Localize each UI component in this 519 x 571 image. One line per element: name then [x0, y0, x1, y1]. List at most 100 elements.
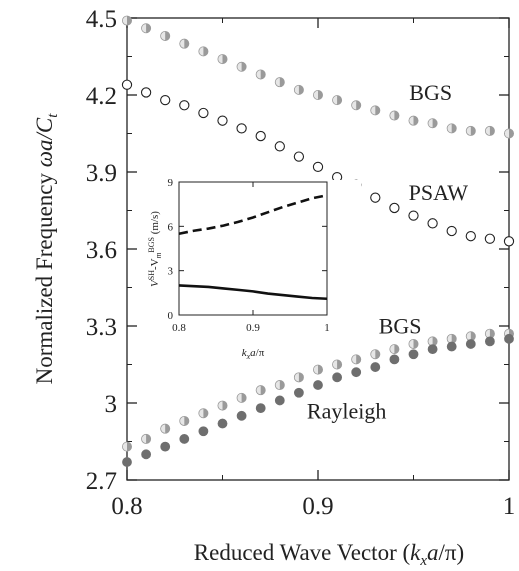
data-point	[255, 69, 266, 80]
data-point	[140, 87, 152, 98]
data-point	[293, 151, 305, 162]
y-tick-label: 3	[105, 391, 118, 418]
data-point	[446, 123, 457, 134]
inset-x-tick-label: 0.9	[246, 322, 260, 334]
data-point	[504, 333, 514, 344]
y-tick-label: 3.9	[86, 160, 117, 187]
data-point	[293, 387, 304, 398]
data-point	[179, 434, 190, 444]
data-point	[236, 123, 247, 134]
data-point	[446, 341, 457, 352]
data-point	[141, 433, 152, 444]
data-point	[427, 336, 438, 347]
series-layer	[121, 15, 515, 467]
inset-dashed-line	[178, 194, 328, 235]
data-point	[427, 344, 438, 354]
y-axis-title: Normalized Frequency ωa/Ct	[32, 113, 61, 385]
data-point	[389, 202, 400, 214]
inset-axis-ticks	[178, 181, 328, 316]
data-point	[503, 236, 515, 247]
data-point	[217, 400, 228, 411]
data-point	[484, 125, 495, 136]
data-point	[408, 349, 419, 360]
series-2-bgs	[122, 328, 514, 452]
annotation-layer: BGS PSAW BGS Rayleigh	[307, 80, 468, 423]
data-point	[255, 385, 266, 396]
inset-solid-line	[178, 284, 328, 301]
data-point	[332, 359, 343, 370]
data-point	[389, 344, 400, 355]
data-point	[312, 90, 323, 101]
data-point	[198, 46, 209, 57]
data-point	[121, 79, 133, 90]
data-point	[179, 100, 190, 111]
data-point	[465, 339, 476, 349]
inset-y-tick-label: 9	[168, 177, 174, 189]
x-axis-title: Reduced Wave Vector (kxa/π)	[194, 540, 464, 569]
inset-y-tick-label: 6	[168, 221, 174, 233]
series-label-psaw: PSAW	[409, 180, 469, 205]
data-point	[255, 130, 266, 142]
data-point	[217, 418, 228, 429]
data-point	[427, 118, 438, 129]
inset-chart: 0.8 0.9 1 0 3 6 9 VSH-VmBGS (m/s) kxa/π	[147, 177, 361, 361]
data-point	[484, 328, 495, 339]
series-label-bgs: BGS	[379, 314, 422, 339]
data-point	[198, 408, 209, 419]
data-point	[293, 84, 304, 95]
data-point	[465, 231, 476, 242]
y-tick-label: 4.5	[86, 6, 117, 33]
data-point	[160, 423, 171, 434]
data-point	[408, 210, 419, 221]
data-point	[122, 457, 132, 467]
data-point	[389, 110, 400, 121]
data-point	[236, 61, 247, 72]
data-point	[312, 161, 324, 173]
inset-background	[169, 180, 361, 324]
inset-x-tick-label: 0.8	[172, 322, 186, 334]
data-point	[484, 233, 496, 244]
data-point	[446, 225, 457, 237]
data-point	[370, 349, 381, 360]
data-point	[274, 380, 285, 391]
data-point	[274, 77, 285, 88]
data-point	[312, 364, 323, 375]
data-point	[274, 395, 285, 406]
data-point	[484, 336, 495, 347]
data-point	[179, 38, 190, 49]
data-point	[122, 15, 133, 26]
y-tick-label: 2.7	[86, 468, 117, 495]
inset-series-layer	[178, 194, 328, 301]
data-point	[160, 30, 171, 41]
data-point	[141, 23, 152, 34]
data-point	[122, 441, 133, 452]
data-point	[465, 125, 476, 136]
inset-x-axis-title: kxa/π	[242, 347, 265, 361]
data-point	[408, 338, 419, 349]
data-point	[351, 100, 362, 111]
x-tick-label: 0.8	[111, 493, 142, 520]
data-point	[293, 372, 304, 383]
data-point	[198, 426, 209, 437]
data-point	[274, 141, 285, 152]
series-label-rayleigh: Rayleigh	[307, 398, 386, 423]
data-point	[217, 115, 228, 126]
series-label-bgs: BGS	[409, 80, 452, 105]
series-1-psaw	[121, 79, 515, 247]
data-point	[370, 362, 381, 372]
x-tick-label: 1	[503, 493, 516, 520]
inset-tick-labels: 0.8 0.9 1 0 3 6 9	[168, 177, 330, 334]
data-point	[351, 367, 362, 378]
data-point	[160, 441, 171, 452]
data-point	[236, 410, 247, 421]
data-point	[179, 415, 190, 426]
data-point	[160, 94, 171, 106]
data-point	[503, 128, 514, 139]
inset-y-axis-title: VSH-VmBGS (m/s)	[147, 211, 163, 287]
data-point	[332, 372, 342, 383]
x-tick-label: 0.9	[302, 493, 333, 520]
data-point	[446, 333, 457, 344]
y-tick-label: 3.3	[86, 314, 117, 341]
data-point	[332, 95, 343, 106]
data-point	[389, 354, 400, 365]
